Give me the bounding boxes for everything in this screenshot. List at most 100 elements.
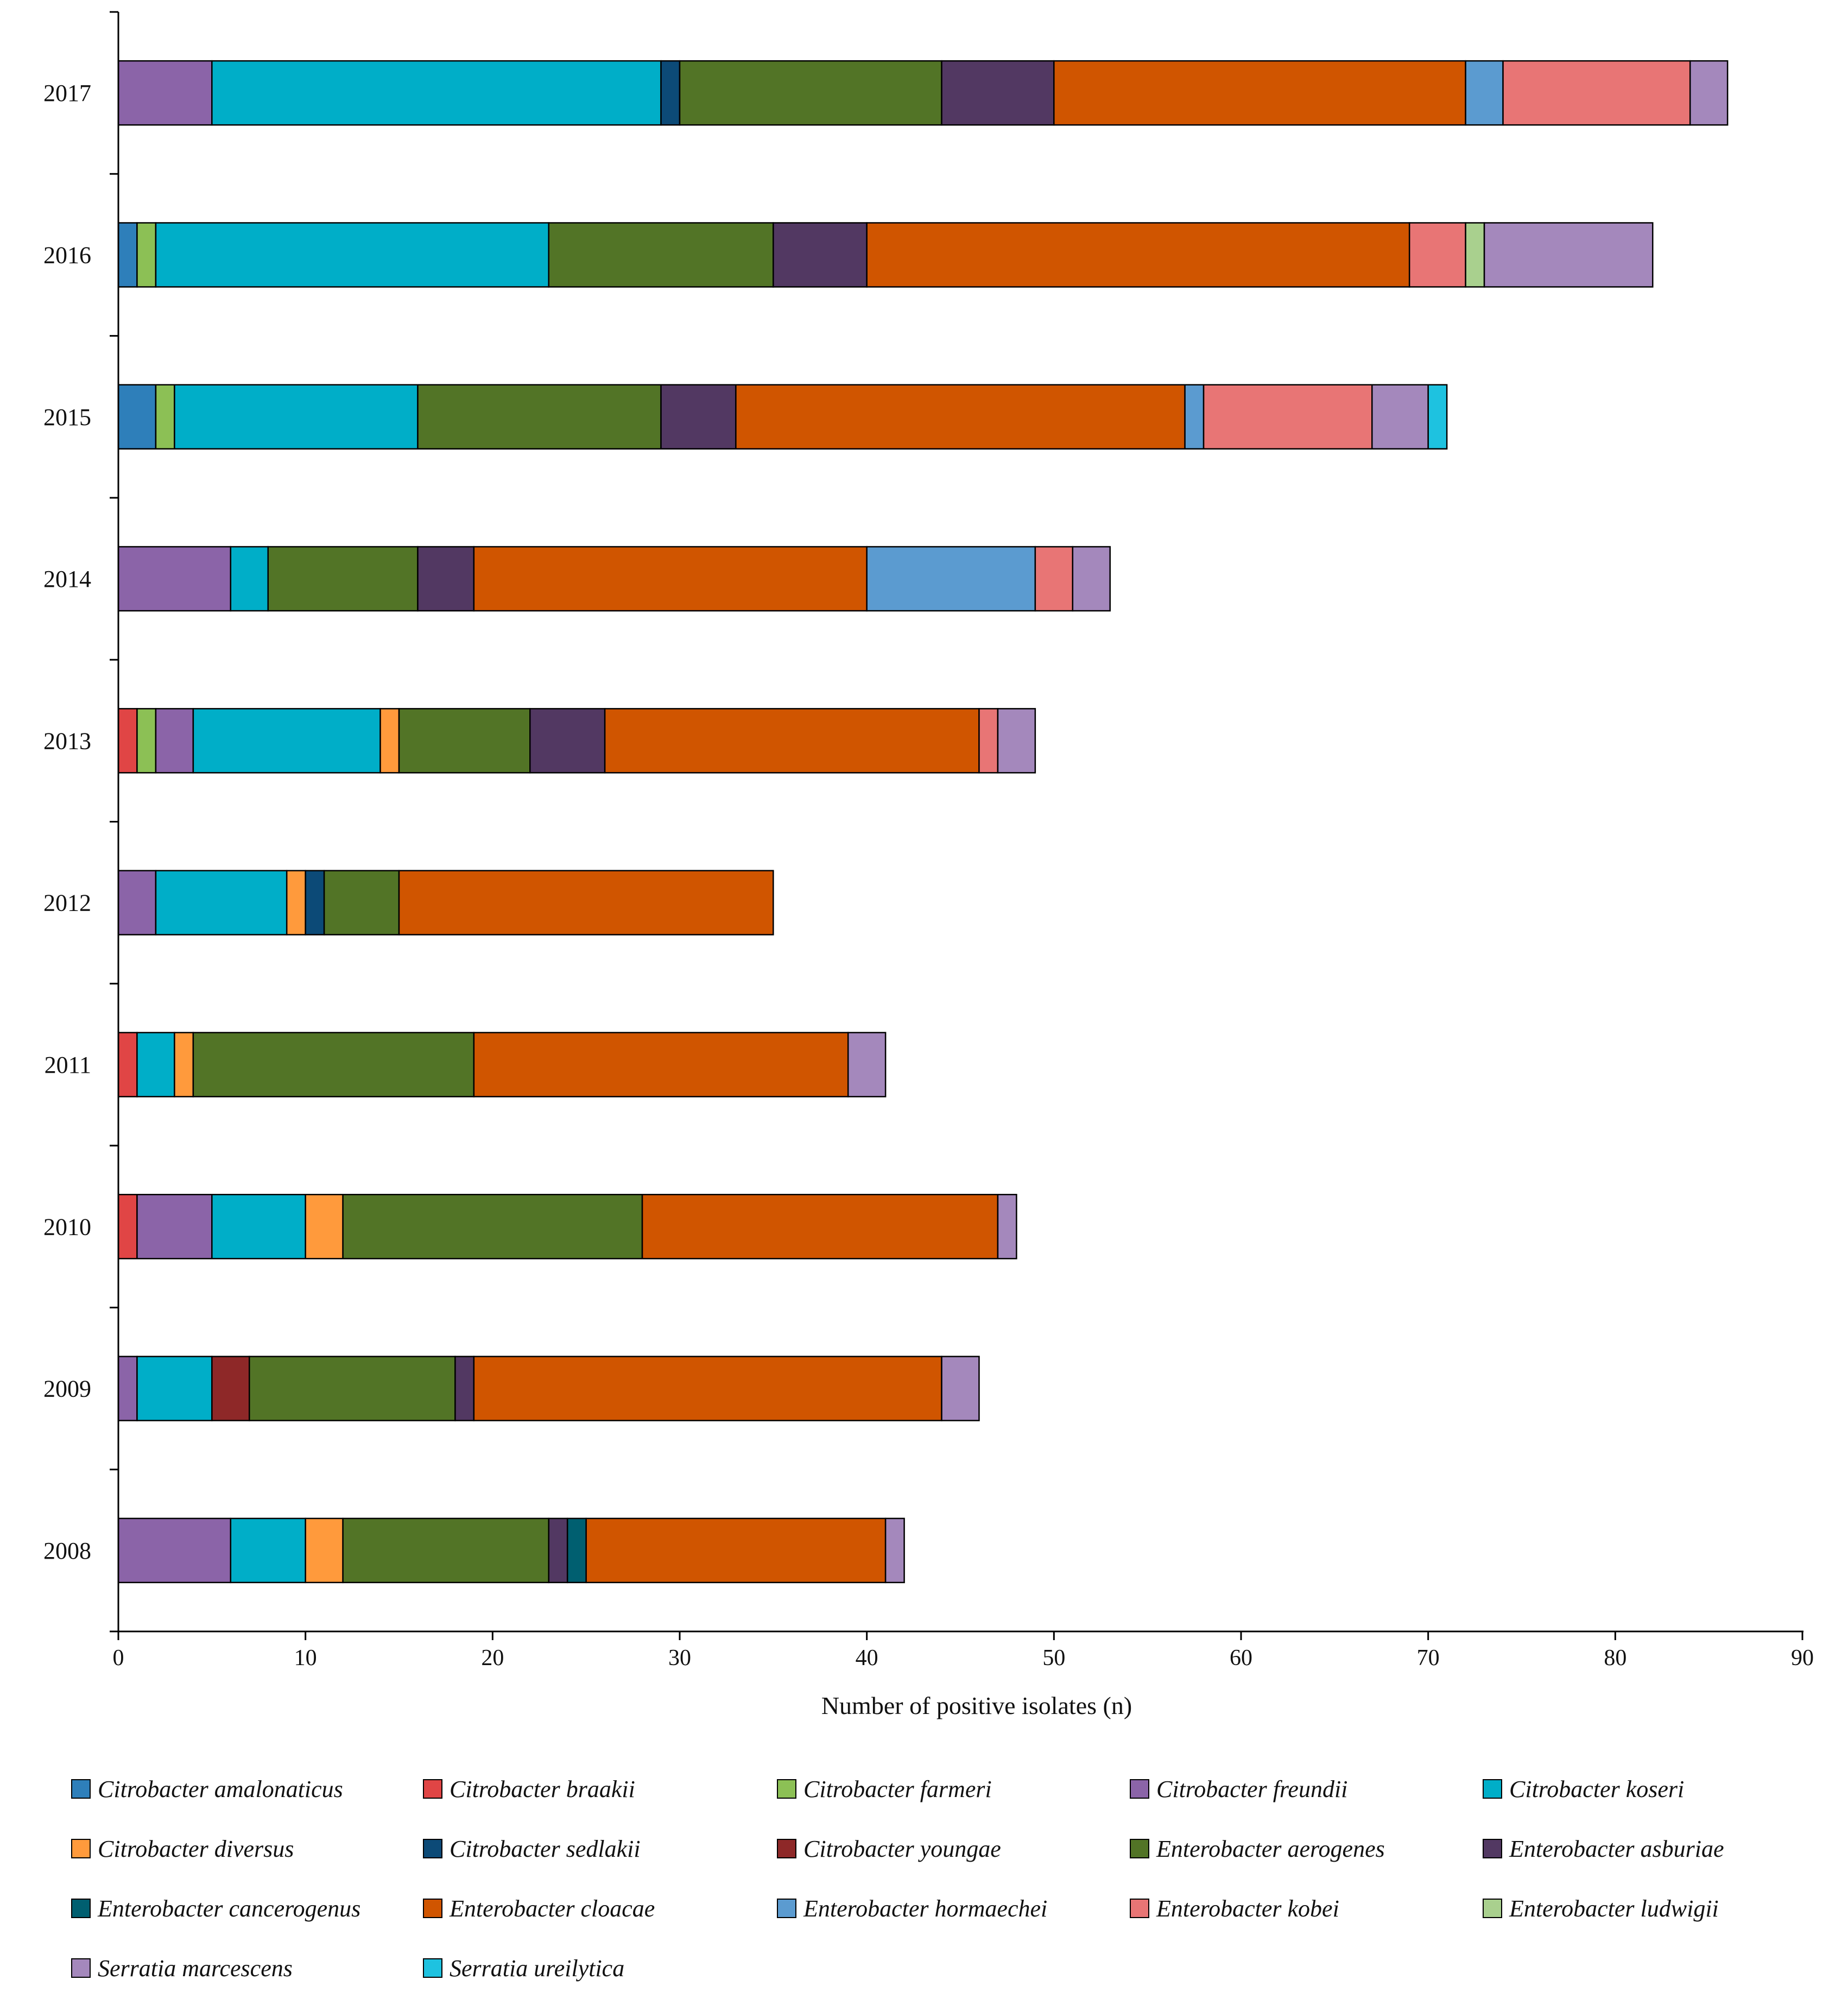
bar-segment-2014-enterobacter-asburiae bbox=[417, 546, 475, 612]
x-tick-label: 70 bbox=[1417, 1646, 1440, 1671]
bar-segment-2016-serratia-marcescens bbox=[1483, 222, 1654, 288]
legend-label-enterobacter-hormaechei: Enterobacter hormaechei bbox=[803, 1895, 1047, 1922]
bar-segment-2013-citrobacter-farmeri bbox=[136, 708, 157, 774]
bar-segment-2010-serratia-marcescens bbox=[997, 1194, 1017, 1260]
y-category-label-2008: 2008 bbox=[43, 1538, 91, 1564]
legend-swatch-citrobacter-diversus bbox=[71, 1839, 91, 1858]
bar-segment-2008-enterobacter-cancerogenus bbox=[566, 1517, 587, 1584]
bar-segment-2017-citrobacter-sedlakii bbox=[660, 60, 681, 126]
legend-swatch-enterobacter-hormaechei bbox=[777, 1899, 796, 1918]
bar-segment-2009-enterobacter-asburiae bbox=[454, 1356, 475, 1421]
x-tick-label: 80 bbox=[1604, 1646, 1627, 1671]
legend-label-citrobacter-freundii: Citrobacter freundii bbox=[1156, 1776, 1347, 1802]
bar-segment-2017-enterobacter-cloacae bbox=[1053, 60, 1466, 126]
legend: Citrobacter amalonaticus Citrobacter braa… bbox=[71, 1776, 1724, 1982]
bar-segment-2017-citrobacter-koseri bbox=[211, 60, 662, 126]
bar-segment-2009-serratia-marcescens bbox=[941, 1356, 980, 1421]
bar-segment-2017-enterobacter-hormaechei bbox=[1465, 60, 1504, 126]
x-tick-label: 10 bbox=[294, 1646, 317, 1671]
bar-segment-2009-enterobacter-cloacae bbox=[473, 1356, 942, 1421]
x-tick-label: 20 bbox=[481, 1646, 504, 1671]
bar-segment-2011-citrobacter-braakii bbox=[117, 1032, 138, 1098]
bar-segment-2008-citrobacter-diversus bbox=[305, 1517, 344, 1584]
legend-swatch-citrobacter-braakii bbox=[423, 1779, 442, 1799]
bar-segment-2015-enterobacter-kobei bbox=[1203, 384, 1373, 450]
bar-segment-2013-citrobacter-freundii bbox=[155, 708, 194, 774]
y-category-label-2009: 2009 bbox=[43, 1376, 91, 1402]
legend-swatch-citrobacter-amalonaticus bbox=[71, 1779, 91, 1799]
bar-segment-2010-enterobacter-cloacae bbox=[641, 1194, 999, 1260]
bar-segment-2014-citrobacter-freundii bbox=[117, 546, 232, 612]
bar-segment-2008-citrobacter-freundii bbox=[117, 1517, 232, 1584]
bar-segment-2013-enterobacter-asburiae bbox=[529, 708, 606, 774]
y-category-label-2012: 2012 bbox=[43, 890, 91, 916]
y-category-label-2016: 2016 bbox=[43, 242, 91, 268]
bar-segment-2016-enterobacter-kobei bbox=[1408, 222, 1466, 288]
bar-segment-2009-enterobacter-aerogenes bbox=[249, 1356, 456, 1421]
bar-segment-2015-citrobacter-farmeri bbox=[155, 384, 175, 450]
bar-segment-2015-enterobacter-cloacae bbox=[735, 384, 1186, 450]
bar-segment-2016-enterobacter-asburiae bbox=[773, 222, 868, 288]
legend-swatch-enterobacter-cloacae bbox=[423, 1899, 442, 1918]
bar-segment-2013-citrobacter-braakii bbox=[117, 708, 138, 774]
bar-segment-2014-citrobacter-koseri bbox=[230, 546, 269, 612]
bar-segment-2015-enterobacter-hormaechei bbox=[1184, 384, 1205, 450]
legend-label-enterobacter-cancerogenus: Enterobacter cancerogenus bbox=[97, 1895, 360, 1922]
y-axis-ticks: 2017 2016 2015 2014 2013 2012 2011 2010 2009 2008 bbox=[43, 11, 118, 1633]
legend-label-enterobacter-kobei: Enterobacter kobei bbox=[1156, 1895, 1339, 1922]
bar-segment-2008-citrobacter-koseri bbox=[230, 1517, 306, 1584]
bar-segment-2010-citrobacter-freundii bbox=[136, 1194, 213, 1260]
bar-segment-2008-enterobacter-cloacae bbox=[585, 1517, 887, 1584]
x-tick-label: 90 bbox=[1791, 1646, 1814, 1671]
legend-label-citrobacter-braakii: Citrobacter braakii bbox=[450, 1776, 635, 1802]
bar-segment-2012-citrobacter-freundii bbox=[117, 870, 157, 935]
bar-segment-2012-enterobacter-cloacae bbox=[398, 870, 774, 935]
legend-swatch-enterobacter-cancerogenus bbox=[71, 1899, 91, 1918]
bar-segment-2012-citrobacter-sedlakii bbox=[305, 870, 325, 935]
bar-segment-2008-enterobacter-aerogenes bbox=[342, 1517, 549, 1584]
y-category-label-2015: 2015 bbox=[43, 404, 91, 431]
bar-segment-2014-enterobacter-hormaechei bbox=[866, 546, 1036, 612]
bar-segment-2015-enterobacter-asburiae bbox=[660, 384, 737, 450]
bar-segment-2013-citrobacter-koseri bbox=[192, 708, 381, 774]
y-category-label-2011: 2011 bbox=[45, 1052, 91, 1078]
bar-segment-2016-citrobacter-amalonaticus bbox=[117, 222, 138, 288]
bar-segment-2014-enterobacter-kobei bbox=[1034, 546, 1074, 612]
bar-segment-2012-citrobacter-diversus bbox=[286, 870, 306, 935]
legend-label-enterobacter-cloacae: Enterobacter cloacae bbox=[449, 1895, 655, 1922]
bar-segment-2017-enterobacter-kobei bbox=[1502, 60, 1691, 126]
bar-segment-2013-enterobacter-aerogenes bbox=[398, 708, 531, 774]
bar-segment-2012-enterobacter-aerogenes bbox=[323, 870, 400, 935]
legend-swatch-enterobacter-asburiae bbox=[1483, 1839, 1502, 1858]
bar-segment-2010-enterobacter-aerogenes bbox=[342, 1194, 643, 1260]
bar-segment-2016-enterobacter-aerogenes bbox=[548, 222, 774, 288]
bar-segment-2011-enterobacter-cloacae bbox=[473, 1032, 849, 1098]
legend-label-enterobacter-ludwigii: Enterobacter ludwigii bbox=[1509, 1895, 1719, 1922]
legend-label-citrobacter-amalonaticus: Citrobacter amalonaticus bbox=[98, 1776, 343, 1802]
bar-segment-2010-citrobacter-diversus bbox=[305, 1194, 344, 1260]
bar-segment-2016-enterobacter-cloacae bbox=[866, 222, 1410, 288]
bar-segment-2015-serratia-marcescens bbox=[1371, 384, 1429, 450]
bar-segment-2009-citrobacter-koseri bbox=[136, 1356, 213, 1421]
bar-segment-2015-serratia-ureilytica bbox=[1427, 384, 1448, 450]
bar-segment-2016-enterobacter-ludwigii bbox=[1465, 222, 1485, 288]
bar-segment-2014-enterobacter-aerogenes bbox=[267, 546, 419, 612]
legend-swatch-serratia-marcescens bbox=[71, 1958, 91, 1978]
x-tick-label: 40 bbox=[856, 1646, 878, 1671]
legend-swatch-enterobacter-ludwigii bbox=[1483, 1899, 1502, 1918]
bar-segment-2017-enterobacter-asburiae bbox=[941, 60, 1055, 126]
bar-segment-2011-serratia-marcescens bbox=[847, 1032, 887, 1098]
y-category-label-2017: 2017 bbox=[43, 80, 91, 106]
bar-segment-2013-enterobacter-kobei bbox=[978, 708, 999, 774]
bar-segment-2009-citrobacter-freundii bbox=[117, 1356, 138, 1421]
legend-swatch-citrobacter-youngae bbox=[777, 1839, 796, 1858]
legend-label-citrobacter-koseri: Citrobacter koseri bbox=[1509, 1776, 1684, 1802]
bar-segment-2011-citrobacter-diversus bbox=[174, 1032, 194, 1098]
bar-segment-2013-enterobacter-cloacae bbox=[604, 708, 980, 774]
bar-segment-2011-citrobacter-koseri bbox=[136, 1032, 175, 1098]
legend-label-serratia-ureilytica: Serratia ureilytica bbox=[450, 1955, 624, 1982]
legend-label-enterobacter-aerogenes: Enterobacter aerogenes bbox=[1156, 1836, 1385, 1862]
legend-label-citrobacter-farmeri: Citrobacter farmeri bbox=[803, 1776, 992, 1802]
x-tick-label: 0 bbox=[113, 1646, 124, 1671]
